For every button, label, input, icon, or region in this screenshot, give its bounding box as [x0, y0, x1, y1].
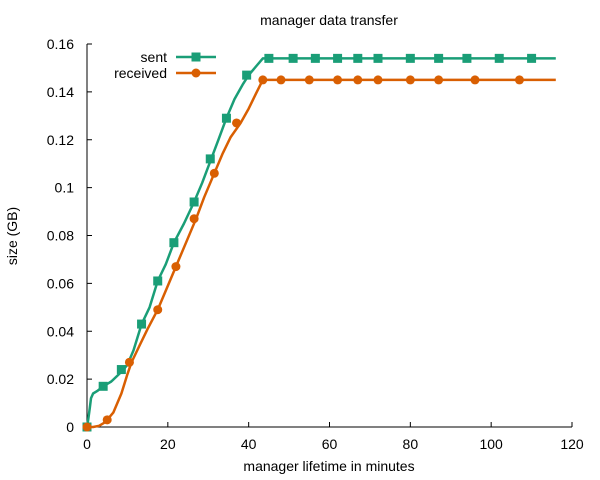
data-point-received [333, 75, 343, 85]
data-point-sent [434, 53, 444, 63]
series-received [82, 75, 556, 432]
data-point-sent [288, 53, 298, 63]
series-line-received [87, 78, 556, 429]
y-tick-label: 0.14 [47, 84, 74, 100]
data-point-sent [116, 365, 126, 375]
data-point-sent [462, 53, 472, 63]
data-point-sent [264, 53, 274, 63]
data-point-received [470, 75, 480, 85]
chart-title: manager data transfer [260, 12, 398, 28]
data-point-sent [494, 53, 504, 63]
legend-label-sent: sent [141, 49, 168, 65]
data-point-received [124, 357, 134, 367]
data-point-received [373, 75, 383, 85]
data-point-sent [169, 238, 179, 248]
legend-marker-sent [191, 52, 201, 62]
y-tick-label: 0.12 [47, 132, 74, 148]
data-point-received [258, 75, 268, 85]
y-tick-label: 0.04 [47, 323, 74, 339]
data-point-sent [373, 53, 383, 63]
x-axis-label: manager lifetime in minutes [243, 458, 414, 474]
data-point-received [189, 214, 199, 224]
data-point-received [102, 415, 112, 425]
data-point-received [209, 168, 219, 178]
data-point-sent [333, 53, 343, 63]
data-point-sent [310, 53, 320, 63]
y-tick-label: 0.08 [47, 228, 74, 244]
data-point-sent [137, 319, 147, 329]
legend-label-received: received [114, 65, 167, 81]
axis-frame [86, 44, 572, 428]
data-point-sent [205, 154, 215, 164]
series-sent [82, 53, 556, 432]
x-axis: 0 20 40 60 80 100 120 [83, 422, 584, 452]
data-point-sent [353, 53, 363, 63]
data-point-received [514, 75, 524, 85]
x-tick-label: 40 [241, 436, 257, 452]
data-point-received [304, 75, 314, 85]
x-tick-label: 60 [322, 436, 338, 452]
data-point-sent [405, 53, 415, 63]
data-point-received [405, 75, 415, 85]
x-tick-label: 100 [479, 436, 503, 452]
data-point-received [153, 305, 163, 315]
data-point-received [434, 75, 444, 85]
y-tick-label: 0.1 [55, 180, 75, 196]
data-point-sent [153, 276, 163, 286]
data-point-received [82, 422, 92, 432]
y-tick-label: 0 [66, 419, 74, 435]
legend-marker-received [191, 68, 201, 78]
data-point-sent [98, 381, 108, 391]
plot-area [82, 53, 556, 432]
x-tick-label: 120 [560, 436, 584, 452]
y-tick-label: 0.02 [47, 371, 74, 387]
data-point-sent [242, 70, 252, 80]
data-point-received [232, 118, 242, 128]
y-axis-label: size (GB) [4, 207, 20, 265]
y-tick-label: 0.06 [47, 275, 74, 291]
data-point-sent [527, 53, 537, 63]
x-tick-label: 0 [83, 436, 91, 452]
data-point-sent [189, 197, 199, 207]
y-axis: 0 0.02 0.04 0.06 0.08 0.1 0.12 0.14 0.16 [47, 36, 92, 435]
x-tick-label: 80 [403, 436, 419, 452]
data-point-received [353, 75, 363, 85]
series-line-sent [85, 57, 556, 428]
y-tick-label: 0.16 [47, 36, 74, 52]
x-tick-label: 20 [160, 436, 176, 452]
data-point-received [276, 75, 286, 85]
data-point-received [171, 262, 181, 272]
data-point-sent [221, 113, 231, 123]
